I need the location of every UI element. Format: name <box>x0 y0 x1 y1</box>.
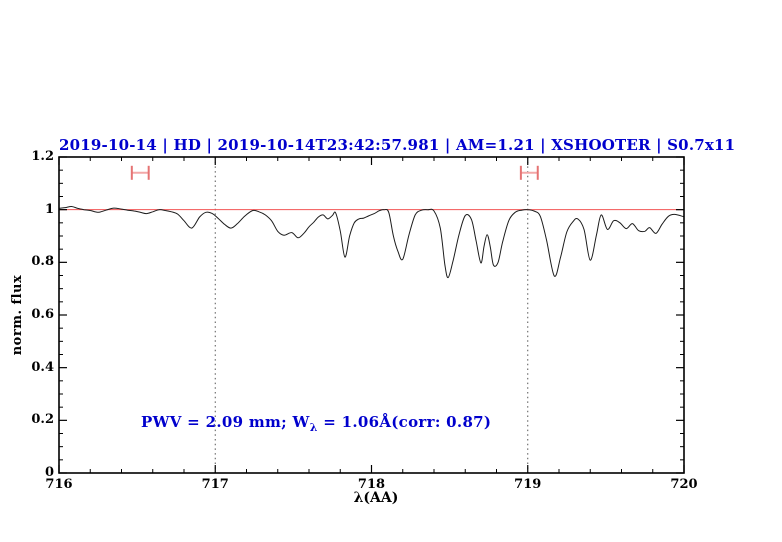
y-tick-label: 1.2 <box>31 149 54 164</box>
y-tick-label: 0.6 <box>31 307 54 322</box>
annotation-lambda-subscript: λ <box>309 421 318 434</box>
y-tick-label: 0.4 <box>31 359 54 375</box>
spectrum-line <box>58 205 685 279</box>
y-tick-label: 1 <box>44 201 54 217</box>
x-axis-label: λ(AA) <box>353 490 399 506</box>
x-tick-label: 717 <box>201 477 229 492</box>
y-tick-label: 0.8 <box>31 254 54 270</box>
x-tick-label: 719 <box>514 477 542 492</box>
annotation-prefix: PWV = 2.09 mm; W <box>141 413 310 431</box>
annotation-suffix: = 1.06Å(corr: 0.87) <box>317 413 492 431</box>
x-tick-label: 718 <box>357 477 386 492</box>
pwv-annotation: PWV = 2.09 mm; Wλ = 1.06Å(corr: 0.87) <box>141 413 491 434</box>
x-tick-label: 720 <box>670 477 698 492</box>
y-tick-label: 0 <box>44 465 54 480</box>
plot-title: 2019-10-14 | HD | 2019-10-14T23:42:57.98… <box>59 136 736 154</box>
x-tick-label: 716 <box>45 477 73 492</box>
y-tick-label: 0.2 <box>31 412 54 428</box>
